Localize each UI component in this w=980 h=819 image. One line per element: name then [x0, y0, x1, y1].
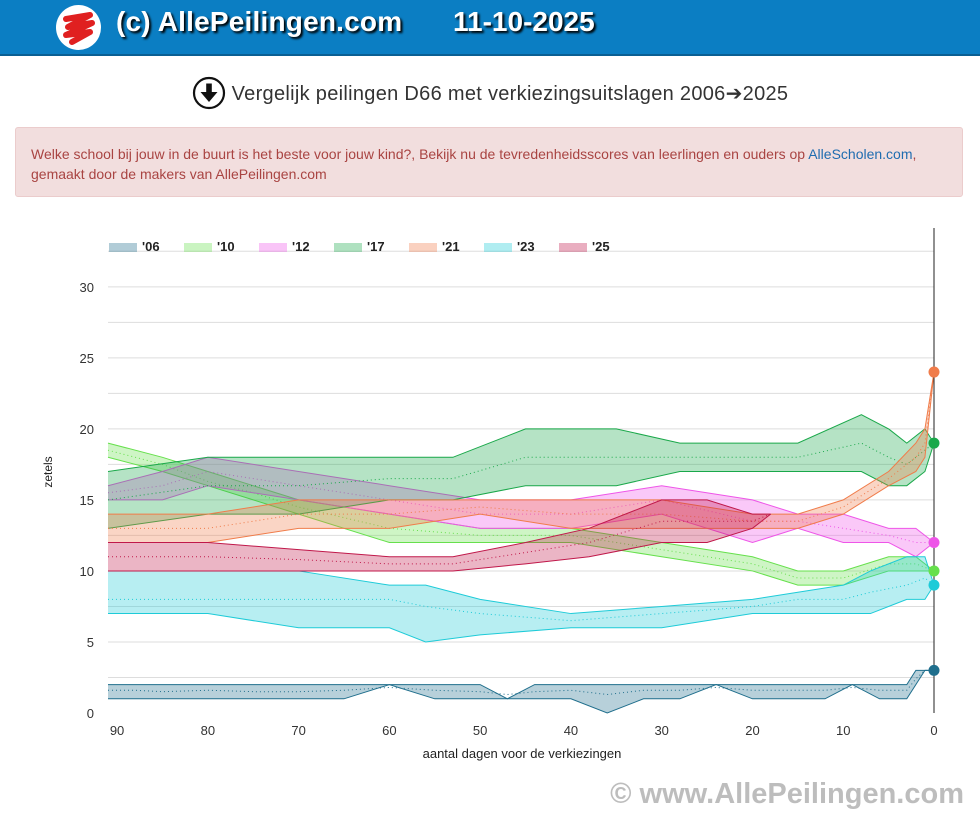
series-high-line	[108, 556, 935, 615]
x-tick-label: 70	[291, 723, 305, 738]
legend-label: '17	[367, 239, 385, 254]
download-circle-icon[interactable]	[192, 76, 226, 110]
watermark: © www.AllePeilingen.com	[610, 778, 964, 810]
series-high-line	[107, 414, 935, 472]
y-axis-title: zetels	[41, 456, 55, 487]
series-low-line	[108, 669, 934, 714]
result-marker	[928, 664, 940, 676]
chart-legend[interactable]: '06 '10 '12 '17 '21 '23 '25	[109, 239, 610, 254]
series-average-line	[108, 513, 771, 565]
x-tick-label: 40	[564, 723, 578, 738]
legend-label: '25	[592, 239, 610, 254]
y-tick-label: 20	[80, 422, 94, 437]
site-title[interactable]: (c) AllePeilingen.com	[116, 6, 403, 37]
series-average-line	[108, 577, 935, 622]
x-tick-label: 20	[745, 723, 759, 738]
advert-alert: Welke school bij jouw in de buurt is het…	[15, 127, 963, 197]
axes: 0 5 10 15 20 25 30 90 80 70 60 50 40 30 20 10 0	[80, 228, 940, 738]
result-marker	[928, 537, 940, 549]
top-bar: (c) AllePeilingen.com 11-10-2025	[0, 0, 980, 56]
series-low-line	[107, 442, 935, 529]
series-band-area	[108, 457, 934, 557]
series-high-line	[108, 371, 935, 515]
series-average-line	[108, 669, 934, 696]
y-tick-label: 30	[80, 280, 94, 295]
y-tick-label: 0	[87, 706, 94, 721]
y-tick-label: 10	[80, 564, 94, 579]
series-low-line	[107, 456, 934, 586]
series-low-line	[108, 513, 771, 572]
legend-swatch	[184, 243, 212, 252]
result-marker	[928, 437, 940, 449]
x-tick-label: 30	[654, 723, 668, 738]
legend-label: '06	[142, 239, 160, 254]
legend-swatch	[334, 243, 362, 252]
legend-label: '21	[442, 239, 460, 254]
page-title: Vergelijk peilingen D66 met verkiezingsu…	[231, 82, 789, 105]
x-tick-label: 0	[930, 723, 937, 738]
x-tick-label: 60	[382, 723, 396, 738]
alert-text-after: , gemaakt door de makers van AllePeiling…	[31, 146, 917, 182]
y-tick-label: 15	[80, 493, 94, 508]
y-tick-label: 5	[87, 635, 94, 650]
series-high-line	[107, 456, 935, 543]
x-tick-label: 50	[473, 723, 487, 738]
series-low-line	[108, 372, 935, 544]
result-marker	[928, 579, 940, 591]
red-scribble-logo-icon[interactable]	[56, 5, 101, 50]
series-average-line	[107, 449, 935, 579]
x-axis-title: aantal dagen voor de verkiezingen	[423, 746, 622, 761]
page-heading: Vergelijk peilingen D66 met verkiezingsu…	[0, 76, 980, 110]
y-tick-label: 25	[80, 351, 94, 366]
series-average-line	[108, 371, 935, 529]
legend-swatch	[409, 243, 437, 252]
legend-label: '12	[292, 239, 310, 254]
series-high-line	[108, 669, 934, 700]
x-tick-label: 90	[110, 723, 124, 738]
legend-label: '23	[517, 239, 535, 254]
result-marker	[928, 565, 940, 577]
legend-label: '10	[217, 239, 235, 254]
allescholen-link[interactable]: AlleScholen.com	[808, 146, 913, 162]
legend-swatch	[559, 243, 587, 252]
series-band-area	[108, 443, 934, 586]
result-marker	[928, 366, 940, 378]
legend-swatch	[259, 243, 287, 252]
alert-text-before: Welke school bij jouw in de buurt is het…	[31, 146, 809, 162]
legend-swatch	[109, 243, 137, 252]
x-tick-label: 10	[836, 723, 850, 738]
series-band-area	[108, 670, 934, 713]
legend-swatch	[484, 243, 512, 252]
seat-comparison-chart: 0 5 10 15 20 25 30 90 80 70 60 50 40 30 20 10 0 '06 '10 '1…	[41, 228, 940, 761]
series-high-line	[108, 499, 771, 558]
series-low-line	[108, 485, 935, 558]
series-areas	[107, 371, 935, 714]
series-band-area	[108, 556, 934, 642]
series-low-line	[108, 584, 935, 643]
site-date: 11-10-2025	[453, 6, 595, 37]
x-tick-label: 80	[201, 723, 215, 738]
